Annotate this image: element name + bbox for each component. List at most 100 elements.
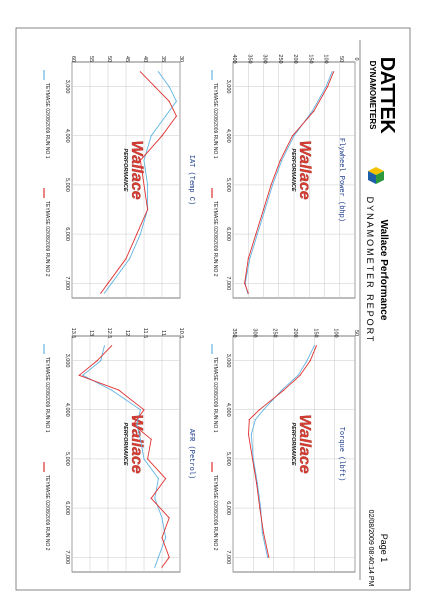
data-point (255, 482, 258, 485)
series-line-1 (82, 345, 167, 568)
watermark-main: Wallace (296, 414, 313, 473)
data-point (291, 135, 294, 137)
chart-afr: 10.5 11 11.5 12 12.5 13 13.5 3,000 4,000 5,000 6,0… (43, 328, 195, 573)
value-tick-label: 150 (307, 54, 313, 63)
report-header: DATTEK DYNAMOMETERS Wallace Performance … (359, 40, 398, 587)
rpm-tick-label: 6,000 (64, 501, 70, 515)
chart-title: Flywheel Power (bhp) (337, 138, 345, 222)
watermark-sub: PERFORMANCE (290, 148, 296, 191)
data-point (125, 258, 127, 260)
rpm-tick-label: 5,000 (225, 178, 231, 192)
chart-legend: TEYMASE 02/08/2009 RUN NO 1 TEYMASE 02/08… (211, 70, 218, 277)
chart-title: AFR (Petrol) (187, 429, 195, 479)
value-tick-label: 0 (353, 57, 359, 60)
legend-label: TEYMASE 02/08/2009 RUN NO 1 (212, 83, 218, 159)
data-point (326, 85, 329, 88)
data-point (143, 458, 145, 460)
data-point (150, 135, 152, 137)
series-line-2 (248, 345, 317, 558)
value-tick-label: 30 (178, 56, 184, 62)
watermark-sub: PERFORMANCE (290, 422, 296, 465)
value-tick-label: 60 (70, 56, 76, 62)
value-tick-label: 45 (124, 56, 130, 62)
watermark-main: Wallace (128, 414, 145, 473)
data-point (157, 71, 159, 73)
data-point (261, 532, 263, 534)
chart-iat: 30 35 40 45 50 55 60 3,000 4,000 5,000 6,000 7,000 I… (43, 56, 195, 299)
data-point (168, 517, 170, 519)
chart-legend: TEYMASE 02/08/2009 RUN NO 1 TEYMASE 02/08… (211, 344, 218, 551)
data-point (78, 374, 80, 376)
data-point (251, 458, 254, 460)
chart-legend: TEYMASE 02/08/2009 RUN NO 1 TEYMASE 02/08… (43, 70, 50, 277)
data-point (281, 389, 283, 391)
watermark-main: Wallace (296, 140, 313, 199)
chart-title: Torque (lbft) (337, 427, 345, 482)
charts-area: 0 50 100 150 200 250 300 350 400 3,000 4,000 5,000 6… (43, 54, 359, 573)
data-point (150, 438, 152, 440)
data-point (250, 433, 252, 435)
data-point (136, 423, 138, 426)
data-point (175, 100, 177, 102)
value-tick-label: 100 (333, 328, 339, 337)
data-point (100, 292, 102, 294)
data-point (299, 374, 301, 376)
data-point (103, 345, 105, 347)
rpm-tick-label: 4,000 (225, 129, 231, 143)
data-point (255, 233, 257, 235)
data-point (313, 345, 315, 347)
rpm-tick-label: 5,000 (64, 452, 70, 466)
legend-label: TEYMASE 02/08/2009 RUN NO 1 (44, 357, 50, 433)
data-point (161, 536, 163, 539)
data-point (262, 532, 265, 534)
value-tick-label: 11.5 (142, 328, 148, 338)
data-point (248, 418, 250, 421)
data-point (175, 115, 177, 117)
brand-subtitle: DYNAMOMETERS (368, 61, 377, 131)
data-point (249, 258, 251, 260)
data-point (262, 208, 265, 211)
rpm-tick-label: 4,000 (64, 403, 70, 417)
rpm-tick-label: 4,000 (225, 403, 231, 417)
data-point (283, 389, 285, 391)
value-tick-label: 100 (323, 54, 329, 63)
brand-logo: DATTEK DYNAMOMETERS (368, 57, 398, 135)
series-line-2 (100, 71, 177, 294)
data-point (154, 497, 156, 499)
data-point (279, 159, 281, 161)
data-point (306, 359, 308, 362)
data-point (129, 258, 131, 260)
data-point (139, 71, 141, 73)
value-tick-label: 350 (246, 54, 252, 63)
data-point (143, 409, 145, 411)
value-tick-label: 200 (292, 54, 298, 63)
rpm-tick-label: 6,000 (225, 501, 231, 515)
page-border (15, 27, 411, 591)
rpm-tick-label: 6,000 (64, 227, 70, 241)
data-point (82, 374, 84, 376)
data-point (270, 184, 272, 186)
data-point (266, 556, 269, 558)
value-tick-label: 200 (292, 328, 298, 337)
value-tick-label: 11 (160, 330, 166, 336)
data-point (259, 507, 261, 509)
data-point (118, 389, 120, 391)
data-point (254, 418, 256, 421)
data-point (107, 282, 109, 284)
data-point (256, 233, 258, 235)
watermark-sub: PERFORMANCE (122, 148, 128, 191)
value-tick-label: 35 (160, 56, 166, 62)
rpm-tick-label: 3,000 (225, 80, 231, 94)
chart-title: IAT (Temp C) (187, 155, 195, 205)
value-tick-label: 250 (277, 54, 283, 63)
company-block: Wallace Performance DYNAMOMETER REPORT (365, 197, 389, 344)
data-point (258, 409, 261, 411)
data-point (143, 184, 145, 186)
value-tick-label: 40 (142, 56, 148, 62)
report-datetime: 02/08/2009 08:40:14 PM (367, 510, 374, 587)
data-point (168, 100, 170, 102)
rpm-tick-label: 4,000 (64, 129, 70, 143)
